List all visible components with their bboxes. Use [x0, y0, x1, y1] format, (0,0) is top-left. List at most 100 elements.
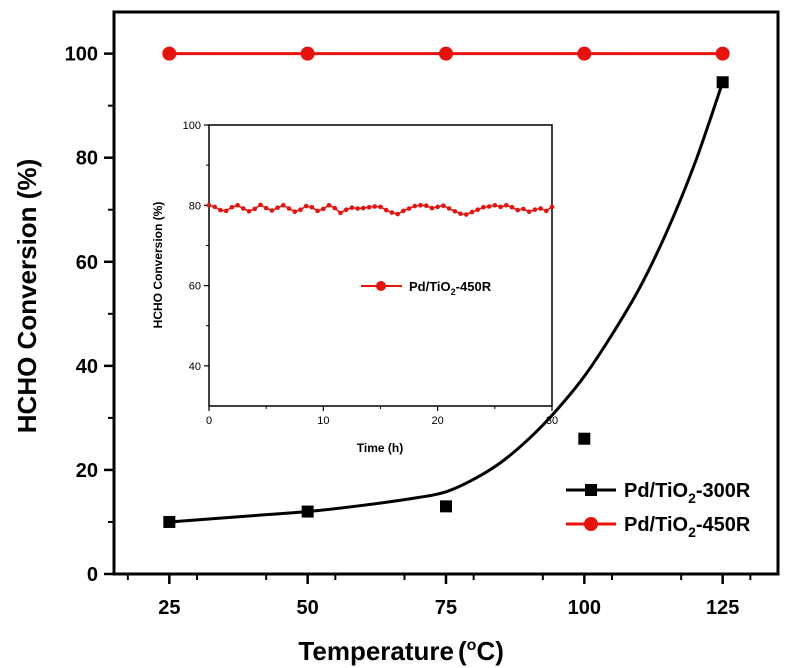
inset-data-point — [372, 204, 378, 209]
inset-y-tick-label: 40 — [189, 361, 201, 373]
inset-data-point — [458, 211, 463, 217]
inset-data-point — [378, 204, 383, 210]
inset-data-point — [235, 202, 240, 208]
inset-data-point — [361, 205, 366, 211]
inset-data-point — [349, 205, 355, 210]
inset-y-tick-label: 100 — [183, 120, 201, 132]
inset-data-point — [401, 208, 406, 214]
main-legend: Pd/TiO2-300R Pd/TiO2-450R — [566, 480, 751, 540]
inset-x-tick-label: 30 — [546, 415, 558, 427]
legend-item-pd-tio2-300r: Pd/TiO2-300R — [566, 480, 751, 506]
data-point-300r — [163, 515, 176, 528]
inset-data-point — [338, 210, 343, 216]
inset-chart: 0 10 20 30 40 60 80 100 Time (h) HCHO Conversio… — [151, 120, 558, 455]
inset-data-point — [435, 204, 440, 210]
inset-data-point — [223, 208, 229, 214]
svg-text:Pd/TiO2-450R: Pd/TiO2-450R — [624, 514, 751, 540]
y-axis-label: HCHO Conversion (%) — [12, 159, 42, 433]
data-point-300r — [440, 500, 452, 513]
inset-data-point — [509, 204, 515, 210]
data-point-450r — [577, 46, 592, 61]
data-point-300r — [301, 505, 314, 518]
x-tick-label: 25 — [158, 597, 180, 619]
legend-item-pd-tio2-450r: Pd/TiO2-450R — [566, 514, 751, 540]
inset-data-point — [515, 207, 520, 213]
inset-y-axis-label: HCHO Conversion (%) — [151, 202, 165, 329]
data-point-300r — [716, 76, 729, 89]
inset-data-point — [503, 202, 509, 208]
y-tick-label: 0 — [87, 564, 98, 586]
svg-text:(oC): (oC) — [458, 636, 504, 666]
inset-data-point — [252, 206, 258, 212]
inset-data-point — [549, 204, 555, 210]
inset-data-point — [423, 203, 429, 208]
inset-data-point — [406, 206, 412, 211]
inset-data-point — [286, 206, 292, 211]
inset-data-point — [452, 209, 458, 214]
inset-data-point — [492, 202, 498, 208]
inset-data-point — [441, 203, 446, 208]
y-tick-label: 40 — [76, 356, 98, 378]
x-tick-label: 50 — [297, 597, 319, 619]
inset-data-point — [532, 207, 538, 213]
inset-data-point — [315, 208, 320, 214]
inset-data-point — [309, 204, 315, 210]
inset-data-point — [241, 206, 246, 211]
data-point-450r — [300, 46, 315, 61]
inset-data-point — [292, 209, 298, 215]
y-tick-label: 20 — [76, 460, 98, 482]
inset-data-point — [366, 204, 372, 210]
main-axis-ticks: 25 50 75 100 125 0 20 40 60 80 100 — [65, 44, 752, 619]
inset-data-point — [275, 205, 280, 210]
inset-data-point — [298, 207, 303, 213]
inset-legend: Pd/TiO2-450R — [361, 279, 492, 297]
data-point-450r — [715, 46, 730, 61]
inset-data-point — [486, 204, 492, 209]
inset-x-tick-label: 0 — [206, 415, 212, 427]
x-tick-label: 75 — [435, 597, 457, 619]
inset-data-point — [543, 208, 549, 214]
x-axis-label: Temperature (oC) — [298, 636, 503, 666]
x-tick-label: 100 — [568, 597, 601, 619]
inset-data-point — [269, 208, 275, 213]
data-point-300r — [578, 432, 591, 445]
inset-data-point — [538, 206, 543, 211]
inset-data-point — [263, 205, 269, 211]
y-tick-label: 100 — [65, 44, 98, 66]
inset-data-point — [475, 207, 480, 213]
data-point-450r — [439, 46, 453, 61]
inset-data-point — [246, 209, 252, 214]
x-axis-label-text: Temperature — [298, 636, 454, 666]
inset-data-point — [281, 202, 286, 208]
inset-data-point — [258, 202, 263, 208]
inset-data-point — [218, 207, 223, 213]
y-tick-label: 60 — [76, 252, 98, 274]
inset-data-point — [526, 209, 532, 215]
inset-data-point — [206, 202, 212, 208]
inset-y-tick-label: 80 — [189, 200, 201, 212]
inset-legend-label: Pd/TiO — [409, 279, 451, 294]
inset-data-point — [481, 204, 486, 210]
inset-data-point — [212, 204, 218, 210]
inset-data-point — [383, 207, 389, 213]
svg-text:Pd/TiO2-300R: Pd/TiO2-300R — [624, 480, 751, 506]
inset-data-point — [463, 212, 469, 217]
inset-data-point — [521, 206, 526, 212]
inset-data-point — [412, 203, 418, 209]
inset-x-axis-label: Time (h) — [357, 441, 403, 455]
inset-y-tick-label: 60 — [189, 281, 201, 293]
x-tick-label: 125 — [706, 597, 739, 619]
y-tick-label: 80 — [76, 148, 98, 170]
legend-label-450r: Pd/TiO — [624, 514, 688, 536]
inset-data-point — [395, 211, 400, 217]
inset-data-point — [429, 205, 435, 211]
inset-data-point — [326, 202, 332, 208]
inset-data-point — [446, 206, 452, 211]
svg-text:Pd/TiO2-450R: Pd/TiO2-450R — [409, 279, 492, 297]
inset-x-tick-label: 20 — [432, 415, 444, 427]
inset-data-point — [229, 204, 235, 210]
inset-data-point — [418, 202, 423, 208]
inset-data-point — [355, 206, 360, 211]
inset-axis-ticks: 0 10 20 30 40 60 80 100 — [183, 120, 558, 427]
